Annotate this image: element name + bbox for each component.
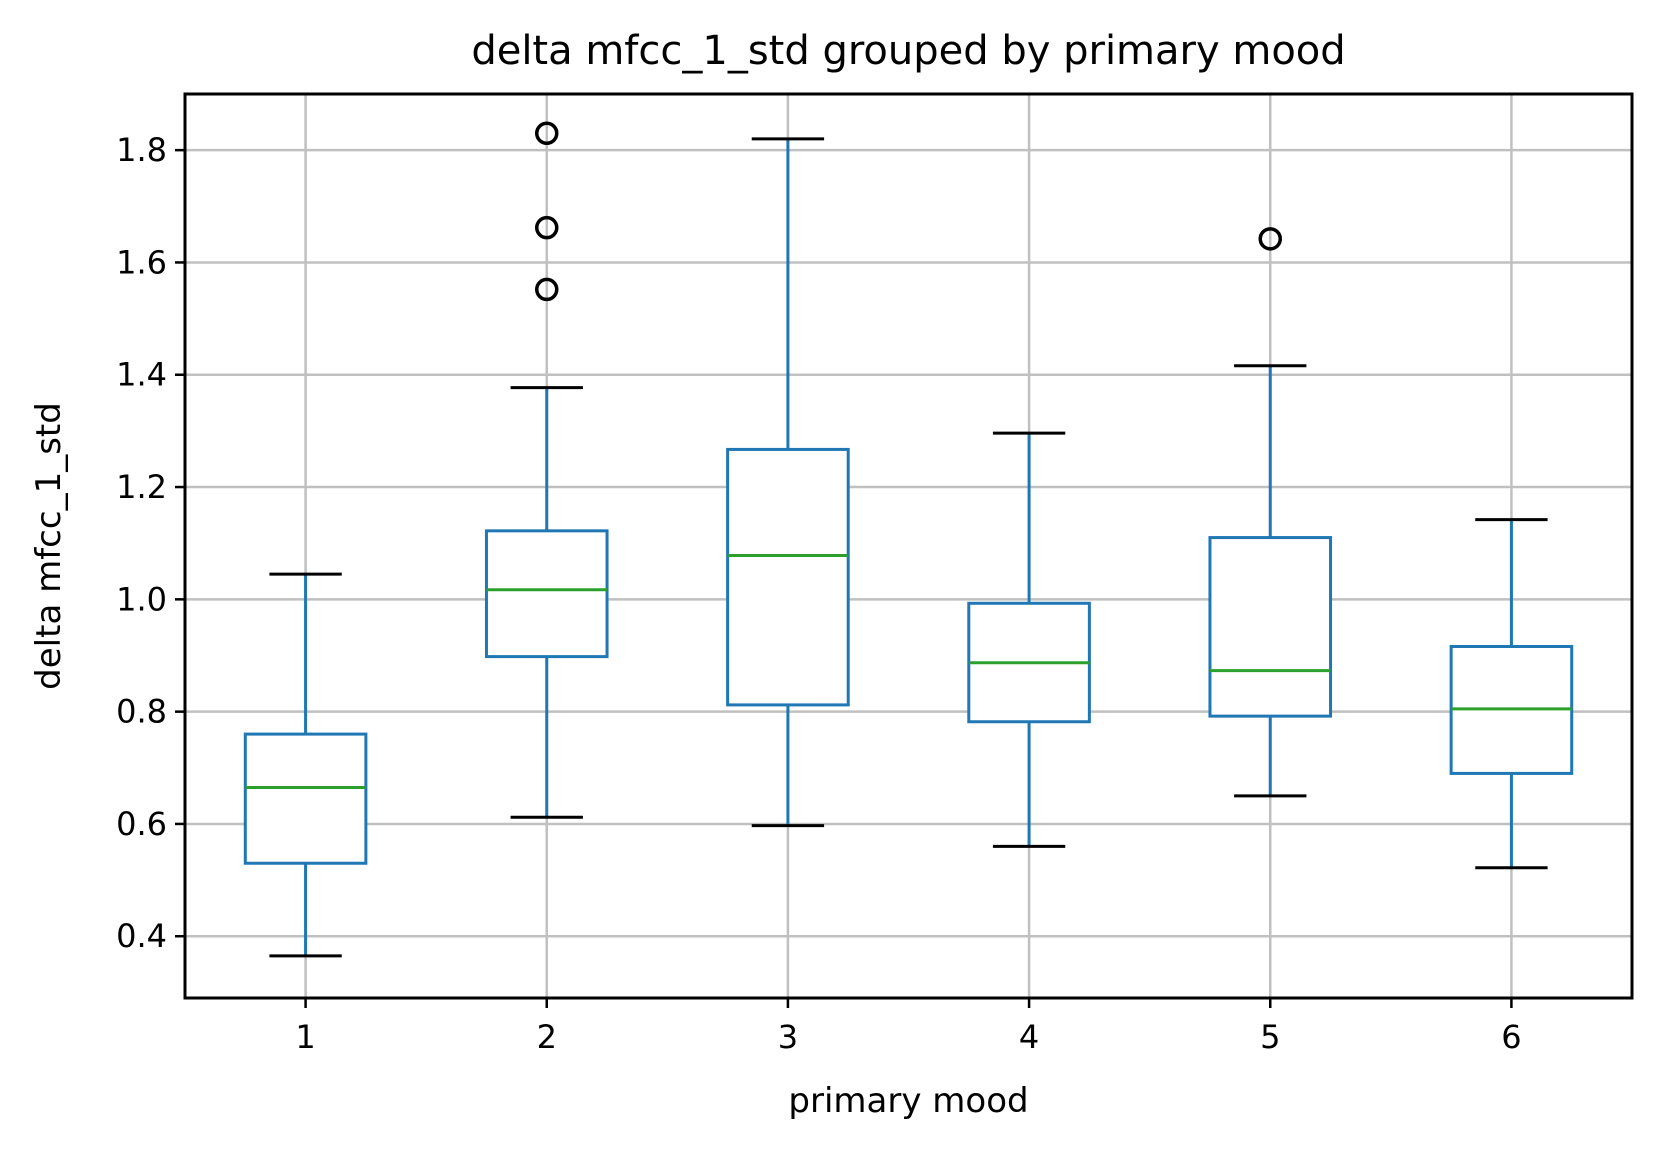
ticks-layer: 1 2 3 4 5 6 0.4 0.6 0.8 1.0 1.2 1.4 1.6 1.8 — [116, 131, 1521, 1056]
marks-layer — [243, 121, 1574, 958]
x-tick-label: 4 — [1019, 1018, 1039, 1056]
iqr-box — [726, 447, 850, 707]
y-tick-label: 0.4 — [116, 917, 167, 955]
x-tick-label: 5 — [1260, 1018, 1280, 1056]
y-tick-label: 1.8 — [116, 131, 167, 169]
outlier-point — [535, 215, 559, 240]
x-tick-label: 1 — [295, 1018, 315, 1056]
y-tick-label: 1.0 — [116, 580, 167, 618]
iqr-box — [1208, 536, 1333, 718]
iqr-box — [243, 732, 368, 865]
plot-area-frame — [183, 92, 1634, 1000]
x-tick-label: 3 — [778, 1018, 798, 1056]
x-tick-label: 6 — [1501, 1018, 1521, 1056]
y-tick-label: 0.6 — [116, 805, 167, 843]
grid-layer — [185, 94, 1632, 998]
iqr-box — [484, 529, 609, 659]
x-tick-label: 2 — [537, 1018, 557, 1056]
y-axis-label: delta mfcc_1_std — [29, 402, 69, 690]
y-tick-label: 1.4 — [116, 356, 167, 394]
y-tick-label: 1.2 — [116, 468, 167, 506]
y-tick-label: 0.8 — [116, 693, 167, 731]
y-tick-label: 1.6 — [116, 243, 167, 281]
outlier-point — [1258, 227, 1282, 251]
outlier-point — [535, 277, 559, 302]
outlier-point — [535, 121, 559, 146]
x-axis-label: primary mood — [788, 1081, 1028, 1121]
chart-title: delta mfcc_1_std grouped by primary mood — [471, 28, 1345, 74]
